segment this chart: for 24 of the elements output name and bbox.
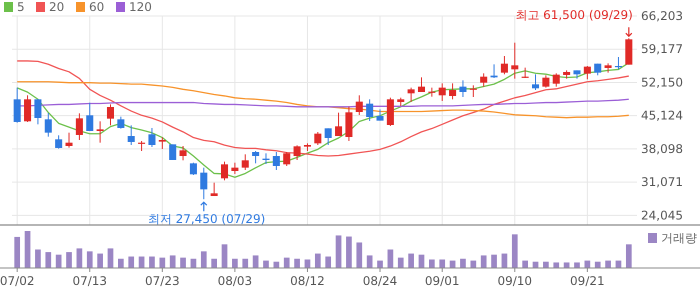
- legend-label: 거래량: [661, 231, 697, 245]
- x-tick-label: 09/10: [497, 274, 532, 288]
- y-tick-label: 38,098: [641, 142, 683, 156]
- legend-label: 20: [49, 0, 64, 14]
- x-tick-label: 07/13: [72, 274, 108, 288]
- x-tick-label: 08/03: [218, 274, 252, 288]
- legend: 거래량: [648, 231, 697, 245]
- y-tick-label: 66,203: [641, 9, 683, 23]
- annotation: 최저 27,450 (07/29): [148, 212, 266, 226]
- y-tick-label: 59,177: [641, 42, 683, 56]
- x-tick-label: 09/21: [570, 274, 605, 288]
- annotation: 최고 61,500 (09/29): [515, 8, 633, 22]
- y-tick-label: 31,071: [641, 175, 683, 190]
- legend-label: 120: [129, 0, 152, 14]
- legend-label: 5: [17, 0, 25, 14]
- y-tick-label: 24,045: [641, 208, 683, 222]
- y-tick-label: 52,150: [641, 75, 683, 90]
- x-tick-label: 08/12: [290, 274, 325, 288]
- legend-label: 60: [89, 0, 104, 14]
- x-tick-label: 09/01: [424, 274, 460, 288]
- x-tick-label: 07/23: [145, 274, 180, 288]
- x-tick-label: 08/24: [362, 274, 398, 288]
- x-tick-label: 07/02: [0, 274, 34, 288]
- y-tick-label: 45,124: [641, 108, 683, 123]
